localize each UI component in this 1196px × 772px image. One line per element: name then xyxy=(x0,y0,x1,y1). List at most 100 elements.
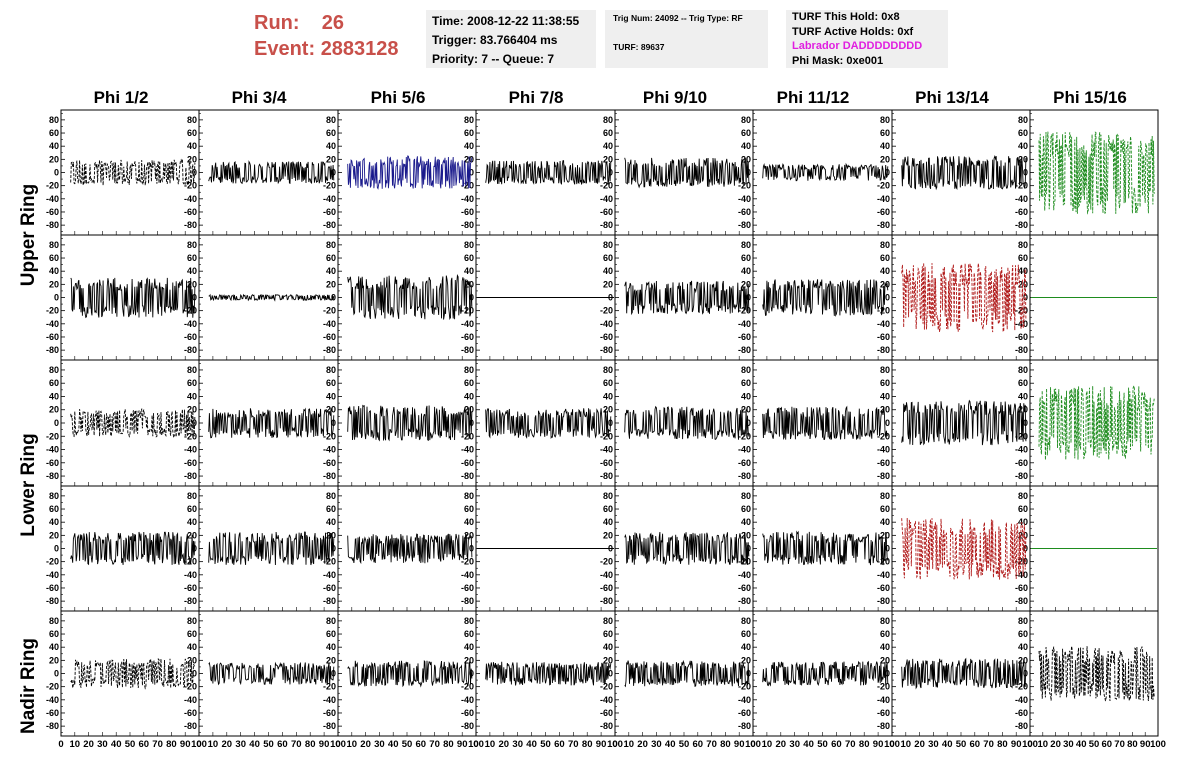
y-tick-label: -60 xyxy=(1015,332,1028,342)
y-tick-label: 80 xyxy=(49,115,59,125)
y-tick-label: -60 xyxy=(323,458,336,468)
y-tick-label: 40 xyxy=(49,642,59,652)
y-tick-label: -20 xyxy=(461,306,474,316)
y-tick-label: -60 xyxy=(323,332,336,342)
x-tick-label: 80 xyxy=(166,739,177,750)
y-tick-label: 0 xyxy=(54,669,59,679)
y-tick-label: -60 xyxy=(46,332,59,342)
y-tick-label: -20 xyxy=(461,181,474,191)
x-tick-label: 40 xyxy=(942,739,953,750)
y-tick-label: 80 xyxy=(464,616,474,626)
x-tick-label: 100 xyxy=(1022,739,1038,750)
y-tick-label: 80 xyxy=(1018,616,1028,626)
y-tick-label: 60 xyxy=(464,504,474,514)
y-tick-label: -60 xyxy=(600,332,613,342)
y-tick-label: -40 xyxy=(877,695,890,705)
y-tick-label: -40 xyxy=(323,570,336,580)
y-tick-label: -20 xyxy=(877,306,890,316)
y-tick-label: 60 xyxy=(49,504,59,514)
y-tick-label: -40 xyxy=(461,570,474,580)
x-tick-label: 70 xyxy=(568,739,579,750)
y-tick-label: -60 xyxy=(184,708,197,718)
waveform-r0-c7 xyxy=(1038,131,1155,215)
y-tick-label: 80 xyxy=(603,491,613,501)
y-tick-label: 40 xyxy=(1018,391,1028,401)
y-tick-label: 80 xyxy=(326,616,336,626)
panel-r4-c4: 80 60 40 20 0 -20 -40 -60 -80 xyxy=(600,610,754,737)
y-tick-label: 60 xyxy=(326,504,336,514)
x-tick-label: 20 xyxy=(637,739,648,750)
y-tick-label: -80 xyxy=(46,721,59,731)
y-tick-label: 60 xyxy=(187,128,197,138)
panel-frame xyxy=(198,109,339,236)
y-tick-label: 20 xyxy=(49,154,59,164)
y-tick-label: -80 xyxy=(184,596,197,606)
waveform-r0-c2 xyxy=(347,155,473,190)
turf-info-box: TURF This Hold: 0x8 TURF Active Holds: 0… xyxy=(786,10,948,68)
y-tick-label: 0 xyxy=(54,544,59,554)
y-tick-label: -20 xyxy=(738,431,751,441)
y-tick-label: 40 xyxy=(1018,517,1028,527)
y-tick-label: -40 xyxy=(46,570,59,580)
waveform-r4-c2 xyxy=(347,659,473,688)
waveform-r2-c3 xyxy=(485,408,612,439)
y-tick-label: 40 xyxy=(326,141,336,151)
x-tick-label: 40 xyxy=(388,739,399,750)
y-tick-label: -40 xyxy=(184,445,197,455)
y-tick-label: -80 xyxy=(877,345,890,355)
waveform-r2-c0 xyxy=(70,407,196,438)
y-tick-label: -80 xyxy=(600,220,613,230)
y-tick-label: -40 xyxy=(46,194,59,204)
y-tick-label: -40 xyxy=(461,695,474,705)
x-tick-label: 10 xyxy=(1038,739,1049,750)
phi-mask-text: Phi Mask: 0xe001 xyxy=(792,54,884,67)
y-tick-label: -80 xyxy=(461,345,474,355)
y-tick-label: 60 xyxy=(187,629,197,639)
x-tick-label: 70 xyxy=(152,739,163,750)
y-tick-label: 40 xyxy=(326,642,336,652)
y-tick-label: 60 xyxy=(603,378,613,388)
y-tick-label: -20 xyxy=(323,181,336,191)
y-tick-label: 60 xyxy=(1018,504,1028,514)
x-tick-label: 0 xyxy=(196,739,201,750)
y-tick-label: -60 xyxy=(323,207,336,217)
panel-r3-c5: 80 60 40 20 0 -20 -40 -60 -80 xyxy=(738,485,893,612)
waveform-r1-c0 xyxy=(70,277,196,319)
waveform-r1-c5 xyxy=(762,279,889,318)
y-tick-label: -60 xyxy=(738,458,751,468)
y-tick-label: -60 xyxy=(46,708,59,718)
x-tick-label: 70 xyxy=(706,739,717,750)
y-tick-label: -20 xyxy=(877,682,890,692)
x-tick-label: 60 xyxy=(554,739,565,750)
y-tick-label: 80 xyxy=(187,616,197,626)
y-tick-label: 60 xyxy=(741,128,751,138)
y-tick-label: -80 xyxy=(600,345,613,355)
x-tick-label: 90 xyxy=(1011,739,1022,750)
waveform-r1-c2 xyxy=(347,274,473,321)
waveform-r3-c2 xyxy=(347,533,473,565)
y-tick-label: -80 xyxy=(461,220,474,230)
y-tick-label: 60 xyxy=(880,378,890,388)
y-tick-label: 40 xyxy=(187,141,197,151)
turf-active-holds-text: TURF Active Holds: 0xf xyxy=(792,25,914,38)
waveform-r3-c6 xyxy=(901,517,1027,580)
y-tick-label: -40 xyxy=(738,319,751,329)
x-tick-label: 100 xyxy=(884,739,900,750)
y-tick-label: -20 xyxy=(461,557,474,567)
x-tick-label: 100 xyxy=(1150,739,1166,750)
y-tick-label: -20 xyxy=(46,682,59,692)
y-tick-label: -60 xyxy=(184,458,197,468)
trig-num-text: Trig Num: 24092 -- Trig Type: RF xyxy=(613,13,743,23)
y-tick-label: -80 xyxy=(1015,596,1028,606)
y-tick-label: -20 xyxy=(461,431,474,441)
labrador-text: Labrador DADDDDDDDD xyxy=(792,40,923,52)
y-tick-label: 20 xyxy=(1018,154,1028,164)
y-tick-label: -20 xyxy=(184,431,197,441)
y-tick-label: 80 xyxy=(464,240,474,250)
y-tick-label: 20 xyxy=(187,655,197,665)
x-tick-label: 60 xyxy=(1102,739,1113,750)
waveform-r4-c1 xyxy=(208,661,335,686)
waveform-r2-c1 xyxy=(208,407,335,439)
